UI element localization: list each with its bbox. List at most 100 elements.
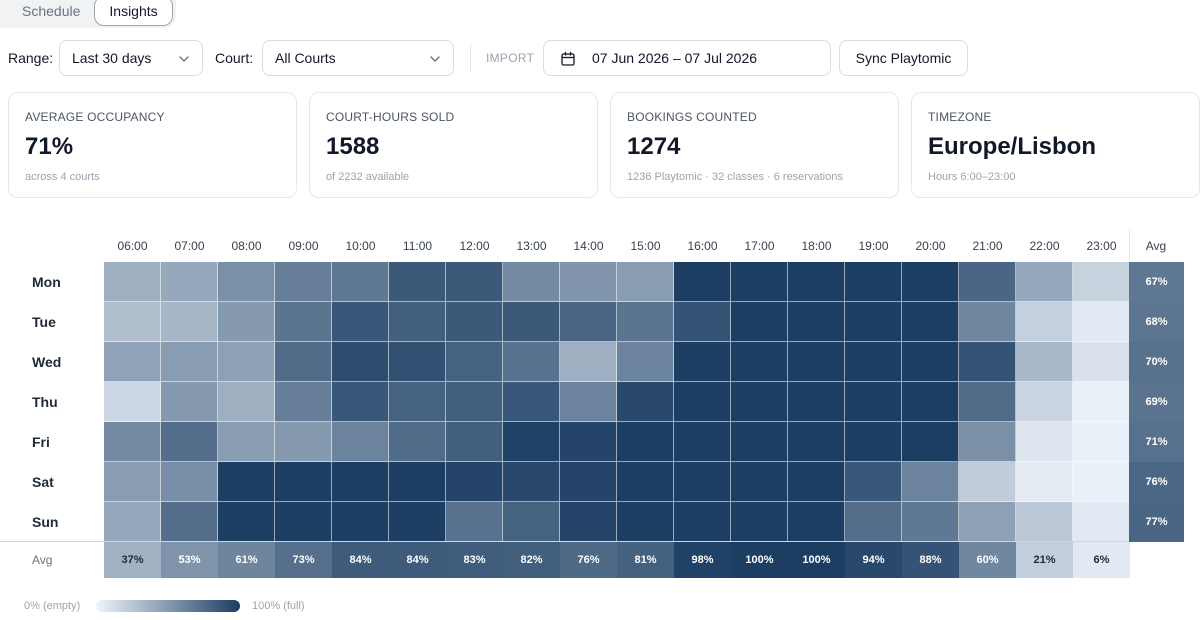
heatmap-cell[interactable] — [1073, 422, 1130, 462]
heatmap-cell[interactable] — [1073, 342, 1130, 382]
heatmap-cell[interactable] — [218, 382, 275, 422]
heatmap-cell[interactable] — [674, 302, 731, 342]
heatmap-cell[interactable] — [275, 382, 332, 422]
heatmap-cell[interactable] — [902, 502, 959, 542]
heatmap-cell[interactable] — [1016, 422, 1073, 462]
heatmap-cell[interactable] — [560, 502, 617, 542]
heatmap-cell[interactable] — [845, 462, 902, 502]
court-select[interactable]: All Courts — [262, 40, 454, 76]
heatmap-cell[interactable] — [617, 502, 674, 542]
heatmap-cell[interactable] — [446, 422, 503, 462]
heatmap-cell[interactable] — [1016, 462, 1073, 502]
heatmap-cell[interactable] — [1073, 262, 1130, 302]
heatmap-cell[interactable] — [674, 502, 731, 542]
heatmap-cell[interactable] — [731, 462, 788, 502]
heatmap-cell[interactable] — [959, 422, 1016, 462]
heatmap-cell[interactable] — [788, 262, 845, 302]
heatmap-cell[interactable] — [674, 342, 731, 382]
heatmap-cell[interactable] — [446, 302, 503, 342]
heatmap-cell[interactable] — [218, 502, 275, 542]
heatmap-cell[interactable] — [503, 462, 560, 502]
heatmap-cell[interactable] — [275, 422, 332, 462]
tab-schedule[interactable]: Schedule — [22, 3, 81, 19]
heatmap-cell[interactable] — [161, 462, 218, 502]
heatmap-cell[interactable] — [845, 262, 902, 302]
heatmap-cell[interactable] — [446, 382, 503, 422]
date-range-picker[interactable]: 07 Jun 2026 – 07 Jul 2026 — [543, 40, 831, 76]
heatmap-cell[interactable] — [902, 462, 959, 502]
range-select[interactable]: Last 30 days — [59, 40, 203, 76]
heatmap-cell[interactable] — [788, 502, 845, 542]
heatmap-cell[interactable] — [1073, 382, 1130, 422]
heatmap-cell[interactable] — [161, 502, 218, 542]
heatmap-cell[interactable] — [560, 342, 617, 382]
heatmap-cell[interactable] — [389, 382, 446, 422]
heatmap-cell[interactable] — [332, 262, 389, 302]
heatmap-cell[interactable] — [161, 342, 218, 382]
heatmap-cell[interactable] — [218, 342, 275, 382]
heatmap-cell[interactable] — [446, 262, 503, 302]
heatmap-cell[interactable] — [959, 302, 1016, 342]
heatmap-cell[interactable] — [617, 302, 674, 342]
heatmap-cell[interactable] — [1016, 262, 1073, 302]
heatmap-cell[interactable] — [788, 382, 845, 422]
heatmap-cell[interactable] — [1016, 502, 1073, 542]
heatmap-cell[interactable] — [674, 382, 731, 422]
heatmap-cell[interactable] — [446, 502, 503, 542]
heatmap-cell[interactable] — [332, 302, 389, 342]
heatmap-cell[interactable] — [218, 302, 275, 342]
heatmap-cell[interactable] — [503, 342, 560, 382]
heatmap-cell[interactable] — [902, 342, 959, 382]
heatmap-cell[interactable] — [389, 302, 446, 342]
heatmap-cell[interactable] — [731, 382, 788, 422]
heatmap-cell[interactable] — [845, 302, 902, 342]
tab-insights[interactable]: Insights — [94, 0, 173, 26]
heatmap-cell[interactable] — [332, 462, 389, 502]
heatmap-cell[interactable] — [560, 382, 617, 422]
heatmap-cell[interactable] — [788, 302, 845, 342]
heatmap-cell[interactable] — [104, 262, 161, 302]
heatmap-cell[interactable] — [1073, 502, 1130, 542]
heatmap-cell[interactable] — [959, 502, 1016, 542]
heatmap-cell[interactable] — [104, 462, 161, 502]
heatmap-cell[interactable] — [731, 262, 788, 302]
heatmap-cell[interactable] — [959, 382, 1016, 422]
heatmap-cell[interactable] — [674, 422, 731, 462]
heatmap-cell[interactable] — [218, 262, 275, 302]
heatmap-cell[interactable] — [104, 422, 161, 462]
heatmap-cell[interactable] — [902, 262, 959, 302]
heatmap-cell[interactable] — [503, 302, 560, 342]
heatmap-cell[interactable] — [332, 502, 389, 542]
heatmap-cell[interactable] — [389, 262, 446, 302]
heatmap-cell[interactable] — [1016, 302, 1073, 342]
sync-playtomic-button[interactable]: Sync Playtomic — [839, 40, 968, 76]
heatmap-cell[interactable] — [845, 342, 902, 382]
heatmap-cell[interactable] — [389, 462, 446, 502]
heatmap-cell[interactable] — [389, 502, 446, 542]
heatmap-cell[interactable] — [959, 342, 1016, 382]
heatmap-cell[interactable] — [503, 422, 560, 462]
heatmap-cell[interactable] — [503, 382, 560, 422]
heatmap-cell[interactable] — [788, 342, 845, 382]
heatmap-cell[interactable] — [731, 302, 788, 342]
heatmap-cell[interactable] — [332, 342, 389, 382]
heatmap-cell[interactable] — [731, 502, 788, 542]
heatmap-cell[interactable] — [218, 462, 275, 502]
heatmap-cell[interactable] — [161, 422, 218, 462]
heatmap-cell[interactable] — [674, 262, 731, 302]
heatmap-cell[interactable] — [902, 302, 959, 342]
heatmap-cell[interactable] — [161, 302, 218, 342]
heatmap-cell[interactable] — [104, 302, 161, 342]
heatmap-cell[interactable] — [332, 382, 389, 422]
heatmap-cell[interactable] — [1016, 342, 1073, 382]
heatmap-cell[interactable] — [731, 422, 788, 462]
heatmap-cell[interactable] — [446, 462, 503, 502]
heatmap-cell[interactable] — [275, 502, 332, 542]
heatmap-cell[interactable] — [617, 422, 674, 462]
heatmap-cell[interactable] — [275, 262, 332, 302]
heatmap-cell[interactable] — [503, 262, 560, 302]
heatmap-cell[interactable] — [104, 382, 161, 422]
heatmap-cell[interactable] — [332, 422, 389, 462]
heatmap-cell[interactable] — [275, 462, 332, 502]
heatmap-cell[interactable] — [845, 502, 902, 542]
